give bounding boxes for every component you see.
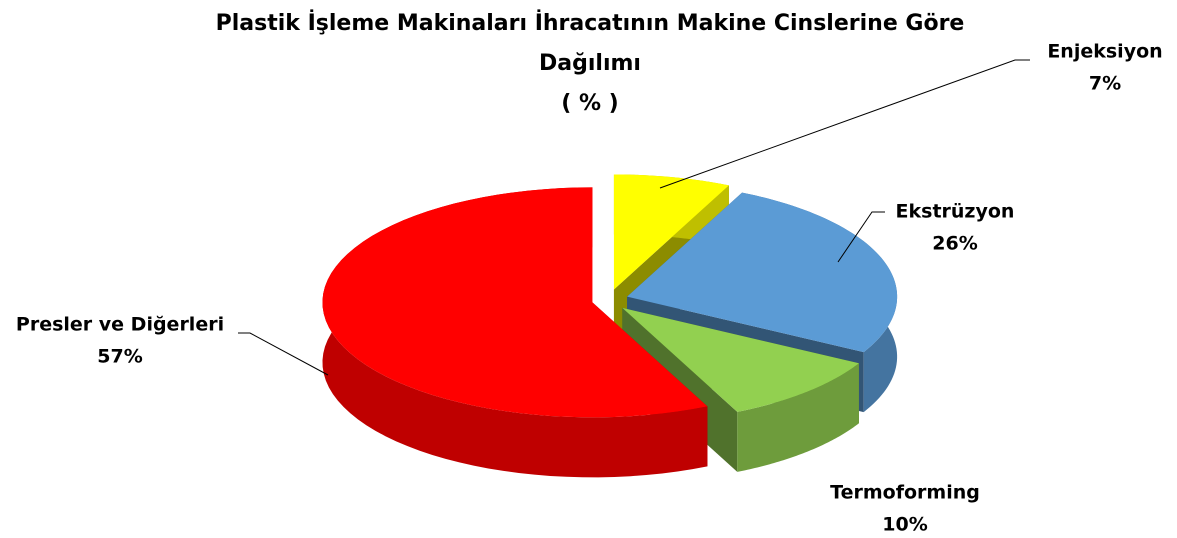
data-label-value: 10%: [882, 514, 927, 536]
slice-wall: [737, 363, 859, 472]
leader-line: [238, 332, 329, 376]
leader-line: [659, 59, 1030, 189]
chart-title-block: Plastik İşleme Makinaları İhracatının Ma…: [170, 4, 1010, 124]
slice: [322, 187, 708, 418]
data-label-name: Enjeksiyon: [1047, 41, 1162, 63]
slice: [627, 192, 898, 353]
slice-tops: [322, 174, 898, 418]
data-label-value: 57%: [97, 346, 142, 368]
data-label-name: Ekstrüzyon: [896, 201, 1015, 223]
data-label-value: 7%: [1089, 73, 1121, 95]
chart-subtitle: ( % ): [561, 91, 619, 116]
data-label-value: 26%: [932, 233, 977, 255]
data-label-name: Termoforming: [830, 482, 980, 504]
data-label-name: Presler ve Diğerleri: [16, 314, 224, 336]
leader-line: [837, 211, 885, 263]
slice: [613, 174, 729, 290]
chart-title: Plastik İşleme Makinaları İhracatının Ma…: [215, 11, 965, 76]
slice: [622, 307, 859, 412]
